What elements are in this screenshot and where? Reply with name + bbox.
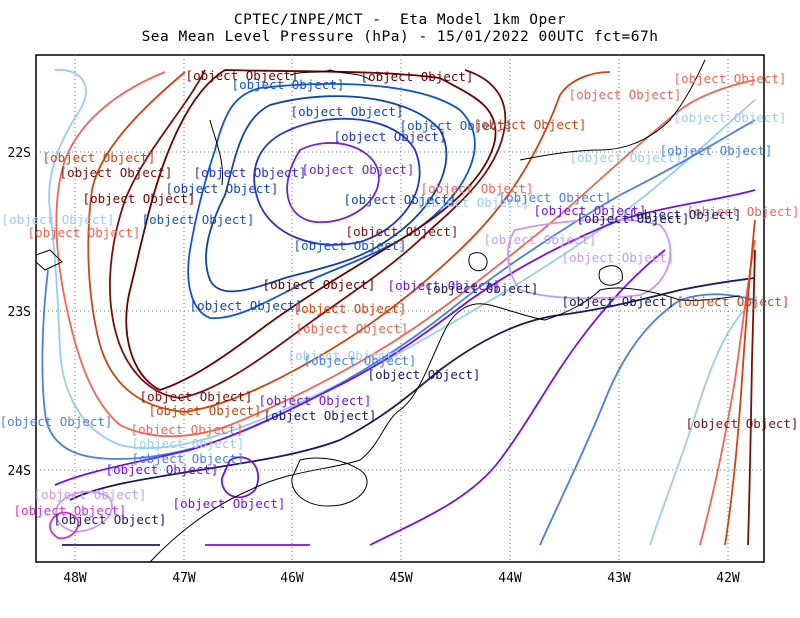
x-tick-label: 45W xyxy=(389,571,413,586)
contour-label: [object Object] xyxy=(674,110,787,125)
contour-label: [object Object] xyxy=(132,451,245,466)
isobar-1012-east xyxy=(539,293,756,546)
isobar-1011-west xyxy=(55,490,113,533)
contour-label: [object Object] xyxy=(629,207,742,222)
y-tick-label: 24S xyxy=(8,464,31,479)
isobars xyxy=(41,69,756,546)
contour-label: [object Object] xyxy=(361,69,474,84)
contour-label: [object Object] xyxy=(686,416,799,431)
contour-label: [object Object] xyxy=(166,181,279,196)
contour-label: [object Object] xyxy=(562,250,675,265)
contour-labels: [object Object] [object Object] [object … xyxy=(0,68,799,527)
contour-label: [object Object] xyxy=(194,165,307,180)
map-title: CPTEC/INPE/MCT - Eta Model 1km Oper xyxy=(233,12,567,28)
contour-label: [object Object] xyxy=(83,191,196,206)
contour-label: [object Object] xyxy=(288,348,401,363)
isobar-1011 xyxy=(507,218,672,300)
isobar-1013 xyxy=(48,69,756,450)
contour-label: [object Object] xyxy=(34,487,147,502)
contour-label: [object Object] xyxy=(132,436,245,451)
isobar-1010-5 xyxy=(49,511,80,540)
x-tick-label: 47W xyxy=(172,571,196,586)
contour-label: [object Object] xyxy=(570,150,683,165)
contour-label: [object Object] xyxy=(259,393,372,408)
isobar-1015-5 xyxy=(187,83,476,320)
contour-label: [object Object] xyxy=(60,165,173,180)
contour-label: [object Object] xyxy=(186,68,299,83)
contour-label: [object Object] xyxy=(263,277,376,292)
contour-label: [object Object] xyxy=(400,118,513,133)
contour-label: [object Object] xyxy=(296,321,409,336)
contour-label: [object Object] xyxy=(499,190,612,205)
contour-label: [object Object] xyxy=(149,403,262,418)
contour-label: [object Object] xyxy=(232,77,345,92)
isobar-1014 xyxy=(87,71,611,413)
isobar-1016 xyxy=(205,95,448,293)
contour-label: [object Object] xyxy=(304,353,417,368)
contour-label: [object Object] xyxy=(388,278,501,293)
contour-label: [object Object] xyxy=(302,162,415,177)
contour-label: [object Object] xyxy=(43,150,156,165)
contour-label: [object Object] xyxy=(294,238,407,253)
x-tick-label: 44W xyxy=(498,571,522,586)
contour-label: [object Object] xyxy=(140,389,253,404)
contour-label: [object Object] xyxy=(28,225,141,240)
contour-label: [object Object] xyxy=(264,408,377,423)
contour-label: [object Object] xyxy=(687,204,800,219)
isobar-1013-east xyxy=(649,299,756,546)
isobar-1011-5 xyxy=(69,277,756,501)
isobar-1012-south xyxy=(369,249,666,546)
contour-label: [object Object] xyxy=(474,117,587,132)
y-tick-label: 23S xyxy=(8,305,31,320)
contour-label: [object Object] xyxy=(344,192,457,207)
contour-label: [object Object] xyxy=(484,232,597,247)
contour-label: [object Object] xyxy=(106,462,219,477)
contour-label: [object Object] xyxy=(577,211,690,226)
contour-label: [object Object] xyxy=(674,71,787,86)
isobar-1013-5 xyxy=(55,71,756,438)
contour-label: [object Object] xyxy=(368,367,481,382)
coastline xyxy=(35,59,741,563)
isobar-1012-island xyxy=(221,456,260,499)
isobar-1014-5-east xyxy=(747,249,756,546)
contour-label: [object Object] xyxy=(142,212,255,227)
y-tick-label: 22S xyxy=(8,146,31,161)
contour-label: [object Object] xyxy=(534,203,647,218)
contour-label: [object Object] xyxy=(0,414,112,429)
isobar-1014-east xyxy=(724,219,756,546)
contour-label: [object Object] xyxy=(173,496,286,511)
contour-label: [object Object] xyxy=(131,422,244,437)
contour-label: [object Object] xyxy=(190,298,303,313)
contour-label: [object Object] xyxy=(14,503,127,518)
contour-label: [object Object] xyxy=(569,87,682,102)
contour-label: [object Object] xyxy=(334,129,447,144)
contour-label: [object Object] xyxy=(562,294,675,309)
contour-label: [object Object] xyxy=(677,294,790,309)
isobar-1015 xyxy=(125,69,497,391)
isobar-1012 xyxy=(54,189,756,486)
x-tick-label: 46W xyxy=(280,571,304,586)
contour-label: [object Object] xyxy=(660,143,773,158)
contour-label: [object Object] xyxy=(294,301,407,316)
isobar-1016-5 xyxy=(253,117,421,246)
x-tick-label: 48W xyxy=(63,571,87,586)
isobar-1014-5 xyxy=(109,69,507,399)
contour-label: [object Object] xyxy=(346,224,459,239)
isobar-1017 xyxy=(286,142,380,224)
contour-label: [object Object] xyxy=(417,195,530,210)
contour-label: [object Object] xyxy=(54,512,167,527)
map-subtitle: Sea Mean Level Pressure (hPa) - 15/01/20… xyxy=(141,29,659,45)
contour-label: [object Object] xyxy=(421,181,534,196)
x-tick-label: 42W xyxy=(716,571,740,586)
x-tick-label: 43W xyxy=(607,571,631,586)
contour-label: [object Object] xyxy=(426,281,539,296)
contour-label: [object Object] xyxy=(291,104,404,119)
contour-label: [object Object] xyxy=(2,212,115,227)
